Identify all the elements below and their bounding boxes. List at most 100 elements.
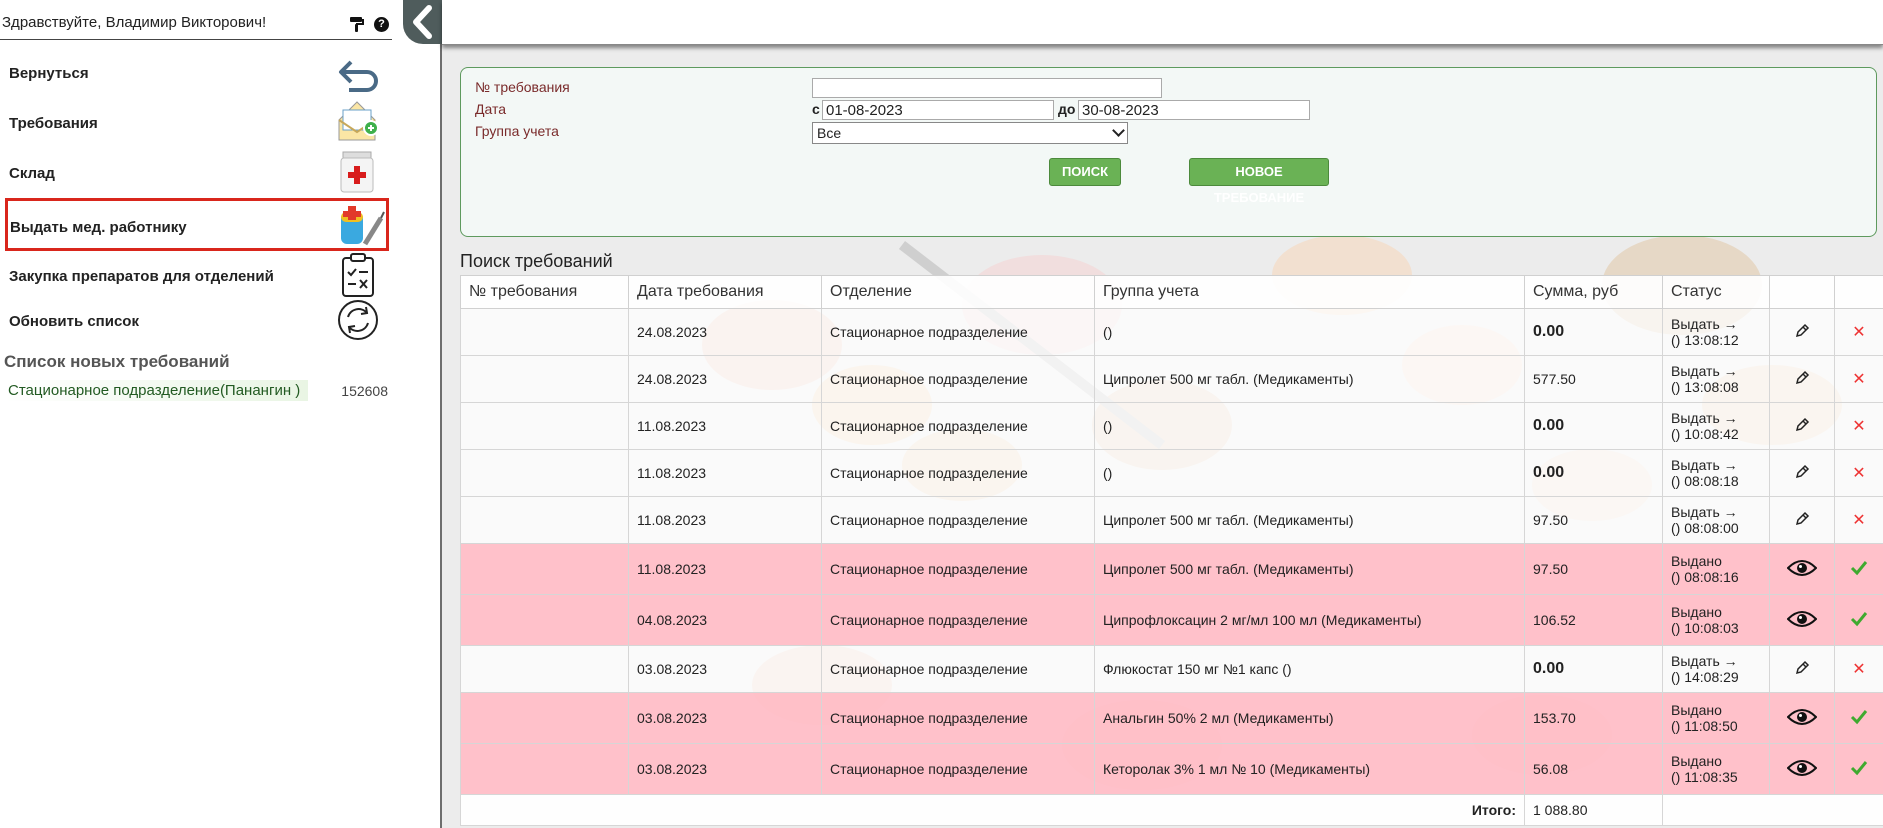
cell-date: 03.08.2023 [628, 645, 822, 693]
menu-item-requests[interactable]: Требования [5, 98, 389, 144]
menu-item-label: Закупка препаратов для отделений [9, 268, 274, 285]
delete-x-icon[interactable]: ✕ [1852, 418, 1866, 435]
filter-panel: № требования Дата с до Группа учета Все … [460, 67, 1877, 237]
cell-status: Выдать →() 08:08:00 [1662, 496, 1770, 544]
status-time: () 10:08:03 [1671, 620, 1739, 636]
table-row[interactable]: 11.08.2023 Стационарное подразделение ()… [460, 449, 1883, 497]
status-time: () 13:08:08 [1671, 379, 1739, 395]
table-row-issued[interactable]: 11.08.2023 Стационарное подразделение Ци… [460, 543, 1883, 595]
status-action[interactable]: Выдать → [1671, 504, 1738, 520]
help-icon[interactable]: ? [374, 17, 389, 32]
pencil-icon[interactable] [1794, 660, 1810, 676]
eye-icon[interactable] [1786, 708, 1818, 729]
table-row-issued[interactable]: 04.08.2023 Стационарное подразделение Ци… [460, 594, 1883, 646]
table-title: Поиск требований [460, 251, 613, 271]
pencil-icon[interactable] [1794, 323, 1810, 339]
cell-number [460, 645, 629, 693]
total-empty [1662, 794, 1883, 826]
status-action[interactable]: Выдать → [1671, 653, 1738, 669]
status-action[interactable]: Выдать → [1671, 316, 1738, 332]
cell-status: Выдано() 10:08:03 [1662, 594, 1770, 646]
cell-department: Стационарное подразделение [821, 402, 1095, 450]
delete-x-icon[interactable]: ✕ [1852, 512, 1866, 529]
date-from-input[interactable] [822, 100, 1054, 120]
cell-date: 11.08.2023 [628, 496, 822, 544]
req-number-input[interactable] [812, 78, 1162, 98]
menu-item-issue-to-staff[interactable]: Выдать мед. работнику [5, 198, 389, 251]
status-action[interactable]: Выдать → [1671, 457, 1738, 473]
cell-view [1769, 743, 1835, 795]
total-label: Итого: [460, 794, 1525, 826]
eye-icon[interactable] [1786, 559, 1818, 580]
status-action[interactable]: Выдать → [1671, 410, 1738, 426]
pencil-icon[interactable] [1794, 370, 1810, 386]
total-value: 1 088.80 [1524, 794, 1663, 826]
cell-status: Выдать →() 14:08:29 [1662, 645, 1770, 693]
cell-sum: 0.00 [1524, 402, 1663, 450]
pencil-icon[interactable] [1794, 464, 1810, 480]
col-header-sum[interactable]: Сумма, руб [1524, 275, 1663, 309]
eye-icon[interactable] [1786, 759, 1818, 780]
table-row[interactable]: 24.08.2023 Стационарное подразделение Ци… [460, 355, 1883, 403]
eye-icon[interactable] [1786, 610, 1818, 631]
cell-status: Выдать →() 10:08:42 [1662, 402, 1770, 450]
cell-department: Стационарное подразделение [821, 743, 1095, 795]
col-header-date[interactable]: Дата требования [628, 275, 822, 309]
table-row[interactable]: 03.08.2023 Стационарное подразделение Фл… [460, 645, 1883, 693]
new-request-button[interactable]: НОВОЕ ТРЕБОВАНИЕ [1189, 158, 1329, 205]
cell-delete: ✕ [1834, 449, 1883, 497]
col-header-group[interactable]: Группа учета [1094, 275, 1525, 309]
group-select[interactable]: Все [812, 122, 1128, 144]
cell-sum: 106.52 [1524, 594, 1663, 646]
table-row-issued[interactable]: 03.08.2023 Стационарное подразделение Ке… [460, 743, 1883, 795]
new-request-item[interactable]: Стационарное подразделение(Панангин ) 15… [4, 380, 392, 402]
date-to-prefix: до [1058, 101, 1076, 117]
cell-delete: ✕ [1834, 496, 1883, 544]
delete-x-icon[interactable]: ✕ [1852, 324, 1866, 341]
cell-number [460, 594, 629, 646]
date-to-input[interactable] [1078, 100, 1310, 120]
status-label: Выдано [1671, 702, 1722, 718]
cell-check [1834, 743, 1883, 795]
cell-group: Ципролет 500 мг табл. (Медикаменты) [1094, 543, 1525, 595]
table-row[interactable]: 24.08.2023 Стационарное подразделение ()… [460, 308, 1883, 356]
search-button[interactable]: ПОИСК [1049, 158, 1121, 186]
status-time: () 13:08:12 [1671, 332, 1739, 348]
menu-item-label: Требования [9, 115, 98, 132]
menu-item-warehouse[interactable]: Склад [5, 148, 389, 194]
cell-delete: ✕ [1834, 355, 1883, 403]
first-aid-kit-icon [335, 148, 381, 194]
collapse-sidebar-button[interactable] [403, 0, 443, 44]
delete-x-icon[interactable]: ✕ [1852, 661, 1866, 678]
cell-group: Анальгин 50% 2 мл (Медикаменты) [1094, 692, 1525, 744]
cell-date: 04.08.2023 [628, 594, 822, 646]
col-header-number[interactable]: № требования [460, 275, 629, 309]
delete-x-icon[interactable]: ✕ [1852, 465, 1866, 482]
menu-item-refresh-list[interactable]: Обновить список [5, 297, 389, 343]
menu-item-department-purchase[interactable]: Закупка препаратов для отделений [5, 252, 389, 298]
check-icon [1850, 611, 1868, 630]
status-label: Выдано [1671, 753, 1722, 769]
cell-date: 11.08.2023 [628, 449, 822, 497]
status-action[interactable]: Выдать → [1671, 363, 1738, 379]
status-label: Выдано [1671, 604, 1722, 620]
cell-sum: 0.00 [1524, 308, 1663, 356]
pencil-icon[interactable] [1794, 417, 1810, 433]
delete-x-icon[interactable]: ✕ [1852, 371, 1866, 388]
table-row[interactable]: 11.08.2023 Стационарное подразделение ()… [460, 402, 1883, 450]
table-row-issued[interactable]: 03.08.2023 Стационарное подразделение Ан… [460, 692, 1883, 744]
col-header-department[interactable]: Отделение [821, 275, 1095, 309]
col-header-status[interactable]: Статус [1662, 275, 1770, 309]
menu-item-return[interactable]: Вернуться [5, 50, 389, 96]
cell-department: Стационарное подразделение [821, 543, 1095, 595]
cell-status: Выдать →() 13:08:08 [1662, 355, 1770, 403]
cell-department: Стационарное подразделение [821, 645, 1095, 693]
table-row[interactable]: 11.08.2023 Стационарное подразделение Ци… [460, 496, 1883, 544]
cell-group: () [1094, 402, 1525, 450]
check-icon [1850, 709, 1868, 728]
pencil-icon[interactable] [1794, 511, 1810, 527]
cell-edit [1769, 355, 1835, 403]
cell-number [460, 743, 629, 795]
paint-roller-icon[interactable] [349, 16, 365, 32]
new-request-name[interactable]: Стационарное подразделение(Панангин ) [4, 380, 309, 401]
